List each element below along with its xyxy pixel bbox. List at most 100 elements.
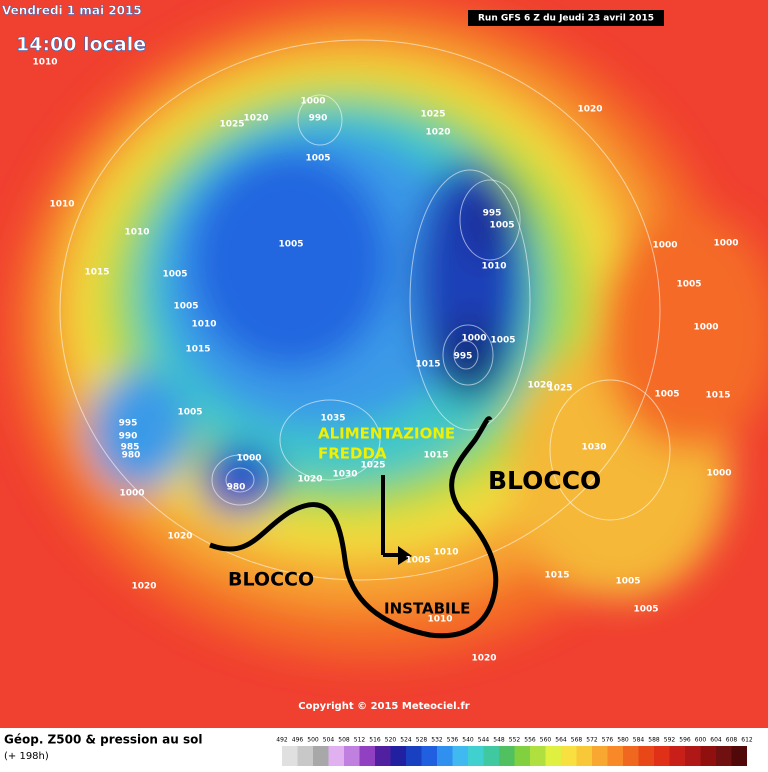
colorbar-swatch: [545, 746, 561, 766]
colorbar-tick-label: 540: [462, 737, 474, 744]
copyright: Copyright © 2015 Meteociel.fr: [298, 701, 469, 712]
pressure-label: 1005: [615, 577, 640, 587]
pressure-label: 990: [119, 432, 138, 442]
colorbar-tick-label: 600: [695, 737, 707, 744]
pressure-label: 1020: [471, 654, 496, 664]
annotation: INSTABILE: [384, 600, 470, 618]
pressure-label: 1000: [461, 334, 486, 344]
colorbar-tick-label: 504: [323, 737, 335, 744]
colorbar-swatch: [499, 746, 515, 766]
colorbar-swatch: [437, 746, 453, 766]
colorbar-swatch: [576, 746, 592, 766]
colorbar-tick-label: 580: [617, 737, 629, 744]
pressure-label: 995: [119, 419, 138, 429]
colorbar-swatch: [716, 746, 732, 766]
colorbar-tick-label: 604: [710, 737, 722, 744]
pressure-label: 1010: [433, 548, 458, 558]
colorbar-swatch: [685, 746, 701, 766]
pressure-label: 1005: [654, 390, 679, 400]
pressure-label: 1020: [131, 582, 156, 592]
pressure-label: 1000: [693, 323, 718, 333]
annotation: FREDDA: [318, 445, 387, 463]
colorbar-tick-label: 584: [633, 737, 645, 744]
pressure-label: 1015: [185, 345, 210, 355]
colorbar-swatch: [421, 746, 437, 766]
pressure-label: 1015: [84, 268, 109, 278]
pressure-label: 1010: [481, 262, 506, 272]
colorbar: 492 496 500 504 508 512 516 520 524 528 532 536 540 5…: [276, 737, 753, 766]
time: 14:00 locale: [16, 34, 146, 56]
colorbar-tick-label: 556: [524, 737, 536, 744]
colorbar-swatch: [623, 746, 639, 766]
pressure-label: 1000: [706, 469, 731, 479]
colorbar-tick-label: 528: [416, 737, 428, 744]
colorbar-swatch: [483, 746, 499, 766]
pressure-label: 1000: [713, 239, 738, 249]
pressure-label: 1005: [177, 408, 202, 418]
colorbar-tick-label: 492: [276, 737, 288, 744]
footer-title: Géop. Z500 & pression au sol: [4, 733, 202, 747]
pressure-label: 1000: [236, 454, 261, 464]
colorbar-swatch: [328, 746, 344, 766]
pressure-label: 1025: [420, 110, 445, 120]
colorbar-tick-label: 512: [354, 737, 366, 744]
pressure-label: 1005: [162, 270, 187, 280]
pressure-label: 1000: [300, 97, 325, 107]
pressure-label: 1005: [633, 605, 658, 615]
colorbar-swatch: [375, 746, 391, 766]
colorbar-swatch: [654, 746, 670, 766]
pressure-label: 1025: [360, 461, 385, 471]
colorbar-swatch: [592, 746, 608, 766]
pressure-label: 1020: [243, 114, 268, 124]
pressure-label: 1015: [423, 451, 448, 461]
colorbar-tick-label: 612: [741, 737, 753, 744]
colorbar-tick-label: 576: [602, 737, 614, 744]
isobars: [59, 39, 671, 581]
annotation: ALIMENTAZIONE: [318, 425, 455, 443]
annotation: BLOCCO: [228, 569, 314, 591]
colorbar-tick-label: 572: [586, 737, 598, 744]
pressure-label: 1030: [581, 443, 606, 453]
colorbar-tick-label: 552: [509, 737, 521, 744]
pressure-label: 990: [309, 114, 328, 124]
colorbar-swatch: [390, 746, 406, 766]
colorbar-swatch: [452, 746, 468, 766]
pressure-label: 1005: [489, 221, 514, 231]
pressure-label: 995: [454, 352, 473, 362]
footer-lead: (+ 198h): [4, 751, 49, 762]
pressure-labels: 1010 1025 1020 1000 990 1025 1020 1020 1005 1010 1…: [32, 58, 738, 664]
colorbar-swatch: [468, 746, 484, 766]
height-field: [10, 0, 768, 660]
pressure-label: 1020: [167, 532, 192, 542]
pressure-label: 1005: [278, 240, 303, 250]
colorbar-tick-label: 564: [555, 737, 567, 744]
pressure-label: 1030: [332, 470, 357, 480]
colorbar-tick-label: 508: [338, 737, 350, 744]
colorbar-swatch: [700, 746, 716, 766]
pressure-label: 1015: [705, 391, 730, 401]
colorbar-tick-label: 524: [400, 737, 412, 744]
colorbar-swatch: [406, 746, 422, 766]
pressure-label: 1000: [119, 489, 144, 499]
pressure-label: 1010: [427, 615, 452, 625]
pressure-label: 995: [483, 209, 502, 219]
pressure-label: 1005: [676, 280, 701, 290]
colorbar-tick-label: 496: [292, 737, 304, 744]
pressure-label: 1010: [49, 200, 74, 210]
arrow-head: [398, 546, 412, 565]
pressure-label: 1005: [490, 336, 515, 346]
pressure-label: 1005: [305, 154, 330, 164]
colorbar-tick-label: 500: [307, 737, 319, 744]
colorbar-swatch: [731, 746, 747, 766]
colorbar-swatch: [297, 746, 313, 766]
pressure-label: 985: [121, 443, 140, 453]
pressure-label: 1000: [652, 241, 677, 251]
colorbar-tick-label: 532: [431, 737, 443, 744]
colorbar-swatch: [313, 746, 329, 766]
colorbar-tick-label: 560: [540, 737, 552, 744]
run: Run GFS 6 Z du Jeudi 23 avril 2015: [478, 14, 654, 24]
colorbar-swatch: [344, 746, 360, 766]
annotation: BLOCCO: [488, 466, 601, 495]
